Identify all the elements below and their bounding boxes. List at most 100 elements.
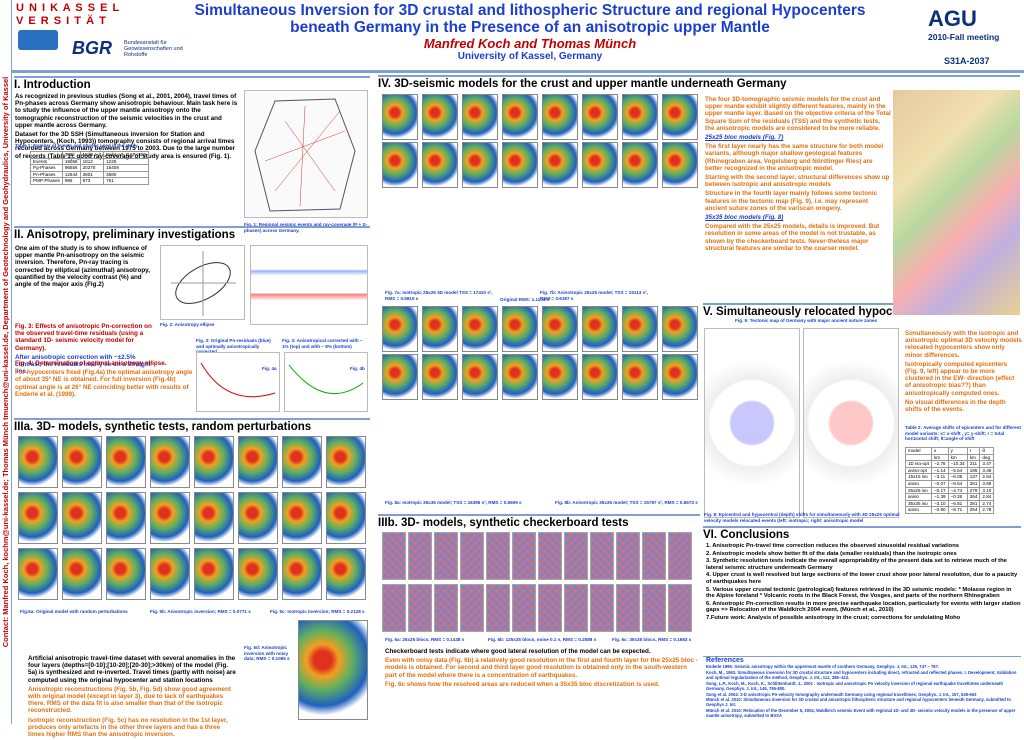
contact: Contact: Manfred Koch, kochm@uni-kassel.…	[1, 76, 10, 648]
table-cell: model	[905, 447, 932, 455]
table-cell: Total	[61, 151, 81, 159]
caption: Fig. 3: Original Pn-residuals (blue) and…	[196, 338, 271, 354]
figure-panel	[422, 306, 458, 352]
table-cell: −1.14	[930, 466, 949, 475]
table-cell: 2.84	[979, 473, 995, 481]
figure-panel	[382, 142, 418, 188]
table-cell: −0.17	[930, 486, 949, 495]
figure-panel	[642, 584, 666, 632]
caption: Table 2: Average shifts of epicenters an…	[905, 425, 1021, 441]
figure-panel	[622, 354, 658, 400]
figure-panel	[382, 94, 418, 140]
figure-panel	[194, 492, 234, 544]
table-cell: 873	[79, 177, 105, 185]
text: One aim of the study is to show influenc…	[15, 245, 150, 289]
text: Isotropically computed epicenters (Fig. …	[905, 360, 1015, 397]
caption: Fig. 6a: 25x25 blocs, RMS = 0.1438 s	[385, 637, 465, 642]
heading: IIIa. 3D- models, synthetic tests, rando…	[14, 418, 370, 433]
heading: IV. 3D-seismic models for the crust and …	[378, 75, 1020, 90]
table-cell: −4.74	[947, 486, 968, 495]
table-cell: aniso	[905, 506, 932, 514]
table-cell: 137	[966, 473, 981, 481]
figure-panel	[662, 306, 698, 352]
caption: Fig. 8: Epicentral and hypocentral (dept…	[704, 512, 900, 523]
figure-panel	[422, 354, 458, 400]
figure-panel	[502, 354, 538, 400]
table-cell: −0.90	[930, 506, 949, 514]
table-cell: 281	[966, 499, 981, 508]
text: Artificial anisotropic travel-time datas…	[28, 655, 236, 684]
table-cell: 195	[966, 466, 981, 475]
text: After anisotropic correction with ~±2.5%…	[15, 353, 151, 376]
figure-panel	[662, 354, 698, 400]
title-block: Simultaneous Inversion for 3D crustal an…	[160, 2, 900, 62]
caption: Fig. 8a: Isotropic 35x35 model; TSS = 16…	[385, 500, 522, 505]
table-cell: 19056	[61, 157, 81, 166]
figure-panel	[326, 436, 366, 488]
table-cell: deg	[979, 453, 995, 462]
figure-panel	[668, 584, 692, 632]
figure-panel	[434, 584, 458, 632]
figure-panel	[564, 532, 588, 580]
figure-panel	[326, 548, 366, 600]
caption: Fig. 8b: Anisotropic 35x35 model; TSS = …	[555, 500, 698, 505]
figure-panel	[18, 548, 58, 600]
table-cell: −0.07	[930, 479, 949, 488]
reference: Münch et al. 2010: Relocation of the Dec…	[706, 708, 1016, 719]
figure-panel	[662, 94, 698, 140]
figure-panel	[18, 492, 58, 544]
table-cell: x	[930, 447, 949, 455]
figure-panel	[462, 306, 498, 352]
table-cell: 3801	[79, 170, 105, 179]
table-cell: −3.10	[930, 499, 949, 508]
text: Even with noisy data (Fig. 6b) a relativ…	[385, 657, 698, 679]
table-row: 25x25 iso −0.17 −4.74 279 3.10	[905, 486, 995, 495]
figure-panel	[238, 436, 278, 488]
caption: Fig. 5b: Anisotropic inversion; RMS = 0.…	[150, 609, 251, 614]
text: Fig. 4: Determination of optimal anisotr…	[15, 360, 167, 367]
figure-panel	[382, 354, 418, 400]
ellipse	[171, 251, 236, 316]
list-item: 5. Various upper crustal tectonic (petro…	[706, 586, 1012, 600]
figure-panel	[422, 142, 458, 188]
table-cell: 3.10	[979, 486, 995, 495]
figure-panel	[590, 584, 614, 632]
caption: Fig. 1: Regional seismic events and ray-…	[244, 222, 368, 233]
list-item: 3. Synthetic resolution tests indicate t…	[706, 558, 1007, 571]
table-row: aniso −1.39 −0.26 264 2.84	[905, 493, 995, 501]
figure-panel	[62, 436, 102, 488]
university: U N I K A S S E L	[16, 2, 121, 14]
table-cell: −2.76	[930, 460, 949, 468]
text: The four 3D-tomographic seismic models f…	[705, 96, 891, 254]
figure-panel	[582, 306, 618, 352]
figure-panel	[486, 584, 510, 632]
table-cell: aniso	[905, 479, 932, 488]
table-row: PMP-Phases 995 873 751	[30, 177, 149, 185]
table-cell: 1225	[103, 157, 149, 166]
table-cell: 1812	[79, 157, 105, 166]
table-cell: −8.54	[947, 479, 968, 488]
text: Anisotropic reconstructions (Fig. 5b, Fi…	[28, 685, 231, 715]
table-row: Pg-Phases 96556 20278 15408	[30, 164, 149, 172]
table-cell: 1D iso-opt	[905, 460, 932, 468]
figure-panel	[462, 142, 498, 188]
figure-panel	[668, 532, 692, 580]
caption: Fig. 7a: Isotropic 25x25 3D model TSS = …	[385, 290, 493, 301]
figure-panel	[582, 354, 618, 400]
figure-panel	[382, 532, 406, 580]
table-cell: 15408	[103, 164, 149, 172]
list-item: 7.Future work: Analysis of possible anis…	[706, 614, 961, 621]
university2: V E R S I T Ä T	[16, 15, 107, 27]
table-cell: Nobs > 7	[79, 151, 105, 159]
table-cell: 35x35 iso	[905, 499, 932, 508]
figure-panel	[238, 548, 278, 600]
bgr-logo: BGR	[72, 38, 112, 58]
text: For hypocenters fixed (Fig.4a) the optim…	[15, 369, 193, 398]
figure-panel	[564, 584, 588, 632]
affiliation: University of Kassel, Germany	[457, 51, 603, 62]
table-row: 35x35 iso −3.10 −6.81 281 2.74	[905, 499, 995, 508]
table-cell: 3.46	[979, 466, 995, 475]
table-cell: Pn-Phases	[30, 170, 63, 179]
figure-panel	[282, 492, 322, 544]
title: beneath Germany in the Presence of an an…	[290, 19, 770, 36]
